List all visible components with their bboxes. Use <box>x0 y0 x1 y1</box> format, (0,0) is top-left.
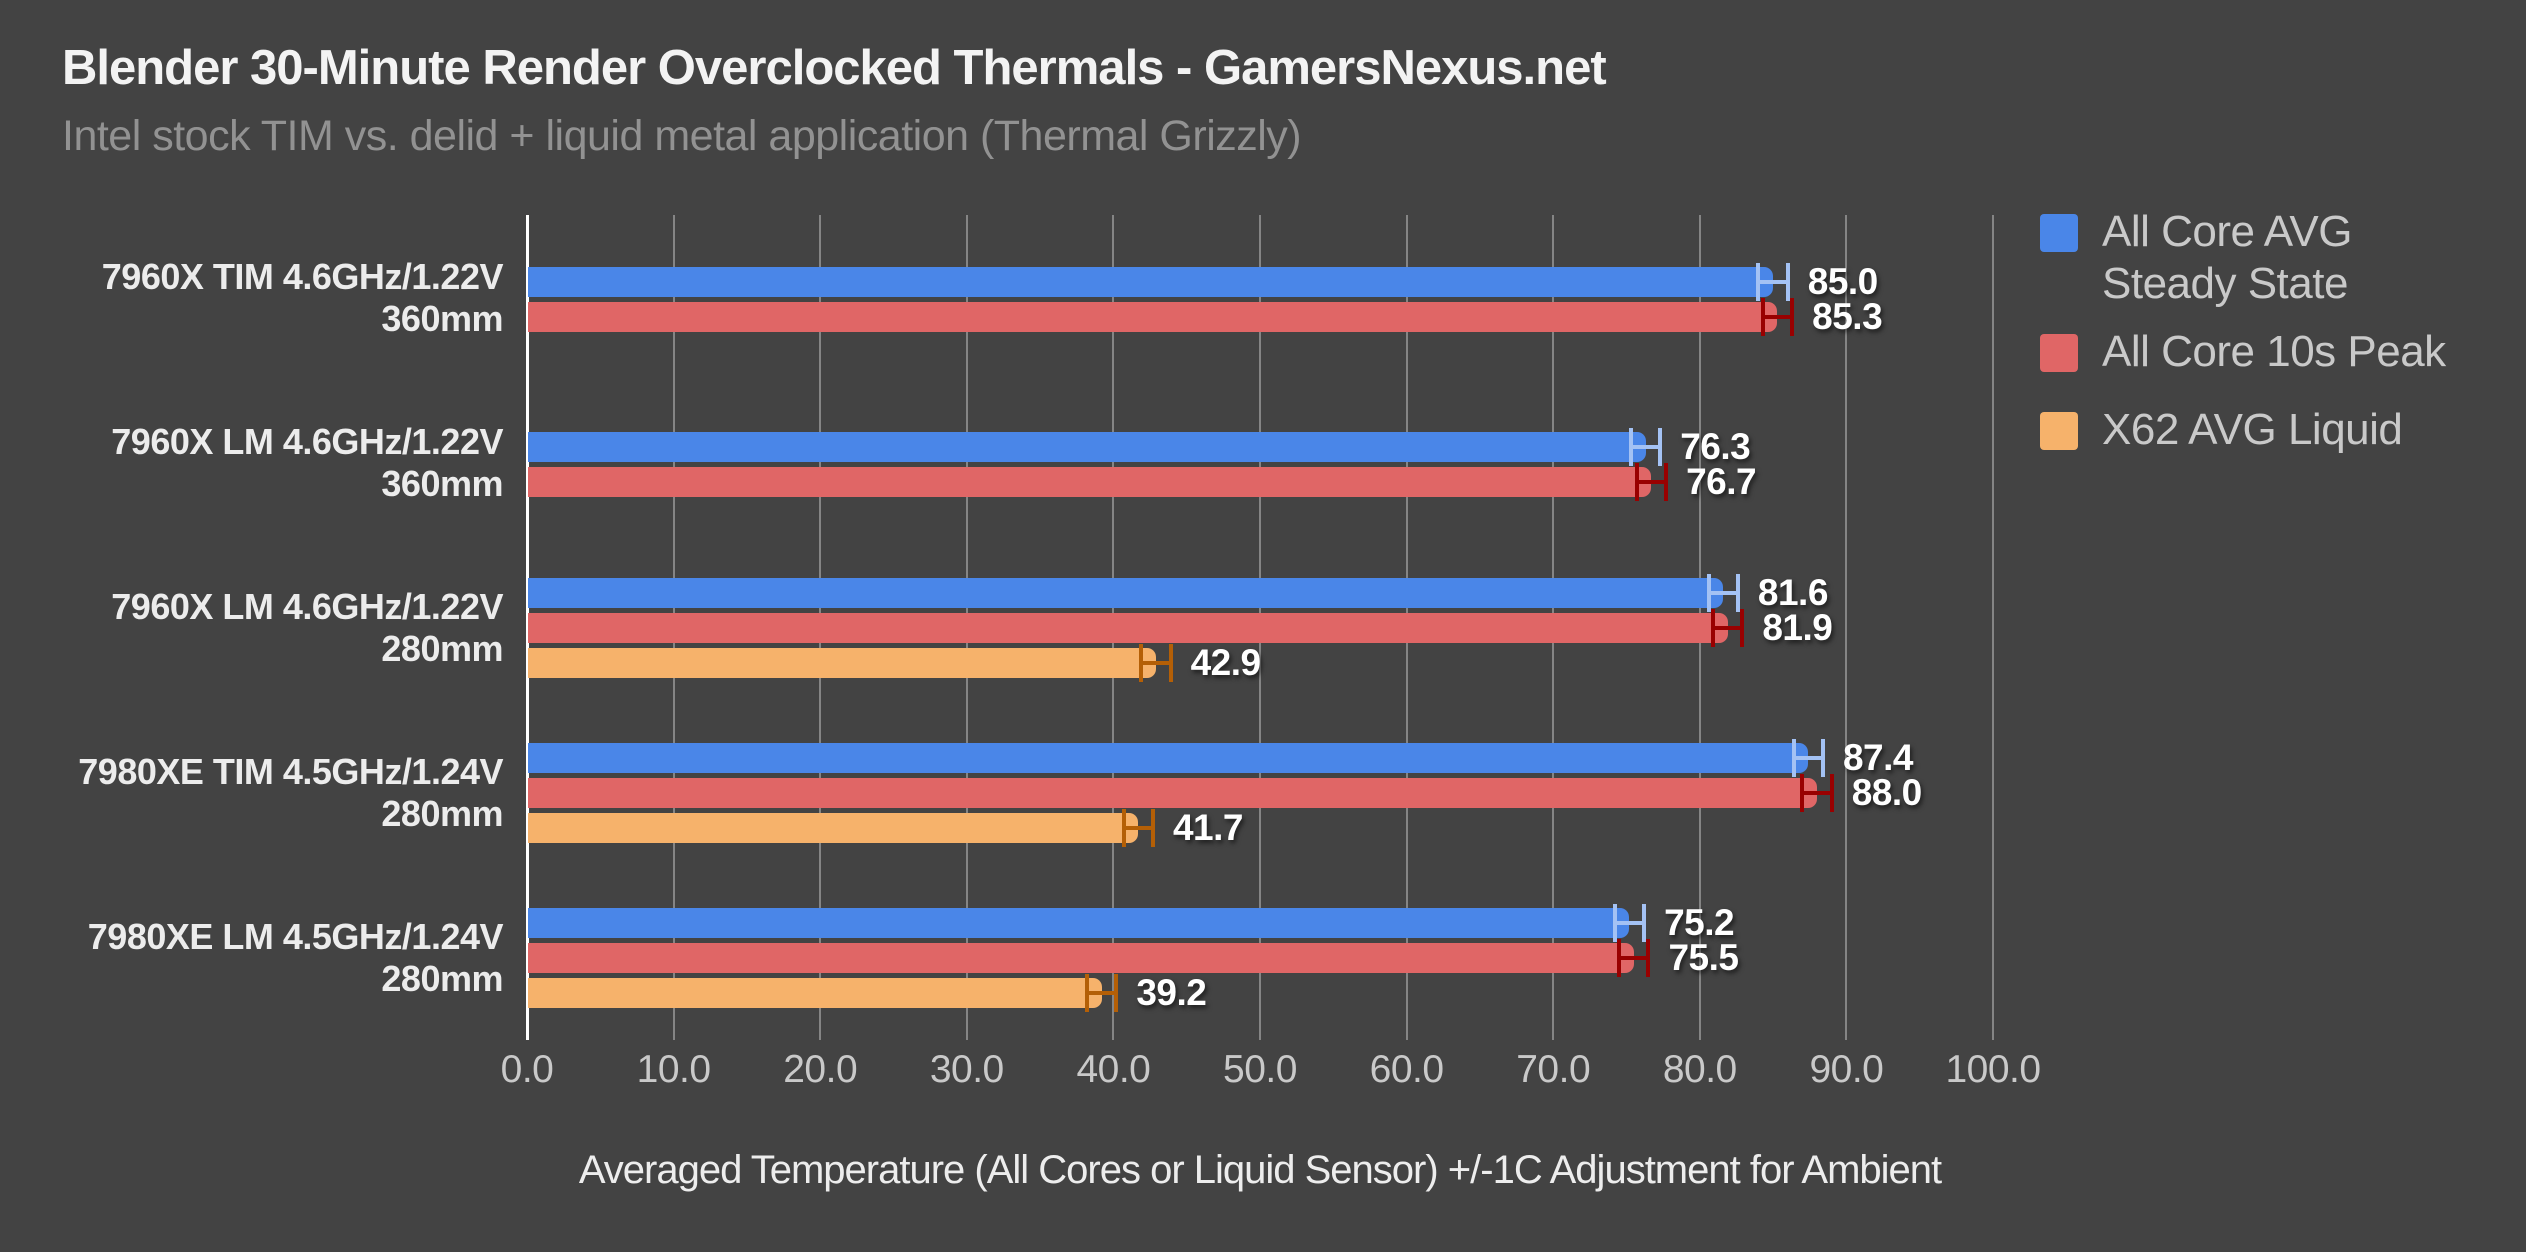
error-bar-cap <box>1820 738 1825 777</box>
bar-value-label: 76.3 <box>1680 425 1751 467</box>
bar-value-label: 42.9 <box>1190 641 1262 683</box>
bar-bar_red <box>528 466 1652 497</box>
bar-value-label: 76.7 <box>1686 460 1757 502</box>
error-bar-cap <box>1646 938 1651 977</box>
error-bar-cap <box>1710 608 1715 647</box>
error-bar-connector <box>1087 990 1117 995</box>
error-bar-cap <box>1800 773 1805 812</box>
error-bar-connector <box>1708 590 1738 595</box>
error-bar-connector <box>1712 625 1743 630</box>
legend-swatch-red <box>2040 334 2078 372</box>
chart-subtitle: Intel stock TIM vs. delid + liquid metal… <box>62 112 1302 160</box>
error-bar-cap <box>1790 297 1795 336</box>
error-bar-connector <box>1762 314 1793 319</box>
category-label: 7980XE LM 4.5GHz/1.24V 280mm <box>87 915 504 999</box>
x-tick-label: 100.0 <box>1945 1048 2041 1091</box>
legend-label: All Core 10s Peak <box>2102 327 2446 376</box>
error-bar-connector <box>1630 444 1661 449</box>
bar-value-label: 81.9 <box>1762 606 1833 648</box>
bar-value-label: 88.0 <box>1851 771 1923 813</box>
error-bar-connector <box>1614 920 1645 925</box>
error-bar-connector <box>1619 955 1649 960</box>
category-label: 7960X TIM 4.6GHz/1.22V 360mm <box>101 255 504 339</box>
x-tick-label: 90.0 <box>1809 1048 1884 1091</box>
error-bar-connector <box>1636 479 1667 484</box>
bar-bar_red <box>528 942 1634 973</box>
error-bar-cap <box>1658 427 1663 466</box>
bar-bar_orange <box>528 812 1139 843</box>
x-tick-label: 20.0 <box>783 1048 858 1091</box>
bar-value-label: 41.7 <box>1172 806 1244 848</box>
legend-swatch-blue <box>2040 214 2078 252</box>
bar-value-label: 75.2 <box>1664 901 1735 943</box>
x-tick-label: 50.0 <box>1223 1048 1297 1091</box>
category-label: 7960X LM 4.6GHz/1.22V 360mm <box>111 420 503 504</box>
x-tick-label: 10.0 <box>636 1048 711 1091</box>
error-bar-connector <box>1123 825 1153 830</box>
error-bar-connector <box>1793 755 1823 760</box>
x-tick-label: 80.0 <box>1662 1048 1737 1091</box>
legend-item-x62-liquid: X62 AVG Liquid <box>2040 404 2403 456</box>
error-bar-cap <box>1114 973 1119 1012</box>
bar-bar_orange <box>528 647 1156 678</box>
bar-bar_red <box>528 777 1818 808</box>
bar-value-label: 85.3 <box>1812 295 1883 337</box>
bar-value-label: 81.6 <box>1757 571 1829 613</box>
error-bar-cap <box>1139 643 1144 682</box>
gridline <box>1845 215 1848 1040</box>
bar-bar_blue <box>528 266 1774 297</box>
bar-bar_orange <box>528 977 1102 1008</box>
bar-bar_blue <box>528 742 1809 773</box>
error-bar-cap <box>1829 773 1834 812</box>
legend-item-steady-state: All Core AVG Steady State <box>2040 206 2352 310</box>
x-tick-label: 40.0 <box>1076 1048 1151 1091</box>
error-bar-cap <box>1706 573 1711 612</box>
bar-value-label: 85.0 <box>1807 260 1879 302</box>
bar-value-label: 87.4 <box>1842 736 1914 778</box>
error-bar-connector <box>1758 279 1788 284</box>
x-tick-label: 70.0 <box>1516 1048 1591 1091</box>
bar-value-label: 39.2 <box>1136 971 1207 1013</box>
error-bar-cap <box>1121 808 1126 847</box>
category-label: 7980XE TIM 4.5GHz/1.24V 280mm <box>78 750 503 834</box>
error-bar-cap <box>1760 297 1765 336</box>
bar-bar_red <box>528 612 1728 643</box>
x-tick-label: 30.0 <box>929 1048 1004 1091</box>
bar-bar_blue <box>528 907 1630 938</box>
bar-value-label: 75.5 <box>1668 936 1739 978</box>
bar-bar_blue <box>528 577 1724 608</box>
x-tick-label: 60.0 <box>1369 1048 1444 1091</box>
chart-title: Blender 30-Minute Render Overclocked The… <box>62 41 1607 95</box>
error-bar-cap <box>1642 903 1647 942</box>
y-axis-line <box>525 215 529 1040</box>
error-bar-cap <box>1735 573 1740 612</box>
error-bar-connector <box>1802 790 1832 795</box>
legend-label: All Core AVG Steady State <box>2102 207 2352 308</box>
legend-swatch-orange <box>2040 412 2078 450</box>
legend-item-10s-peak: All Core 10s Peak <box>2040 326 2446 378</box>
error-bar-cap <box>1150 808 1155 847</box>
error-bar-cap <box>1756 262 1761 301</box>
error-bar-cap <box>1168 643 1173 682</box>
error-bar-cap <box>1664 462 1669 501</box>
legend-label: X62 AVG Liquid <box>2102 405 2403 454</box>
error-bar-cap <box>1785 262 1790 301</box>
category-label: 7960X LM 4.6GHz/1.22V 280mm <box>111 585 503 669</box>
error-bar-cap <box>1617 938 1622 977</box>
x-axis-title: Averaged Temperature (All Cores or Liqui… <box>578 1148 1942 1192</box>
bar-bar_red <box>528 301 1778 332</box>
error-bar-cap <box>1085 973 1089 1012</box>
error-bar-cap <box>1634 462 1639 501</box>
error-bar-cap <box>1628 427 1633 466</box>
error-bar-cap <box>1740 608 1745 647</box>
error-bar-cap <box>1791 738 1796 777</box>
bar-bar_blue <box>528 431 1646 462</box>
error-bar-connector <box>1141 660 1171 665</box>
x-tick-label: 0.0 <box>500 1048 554 1091</box>
gridline <box>1992 215 1994 1040</box>
error-bar-cap <box>1612 903 1617 942</box>
